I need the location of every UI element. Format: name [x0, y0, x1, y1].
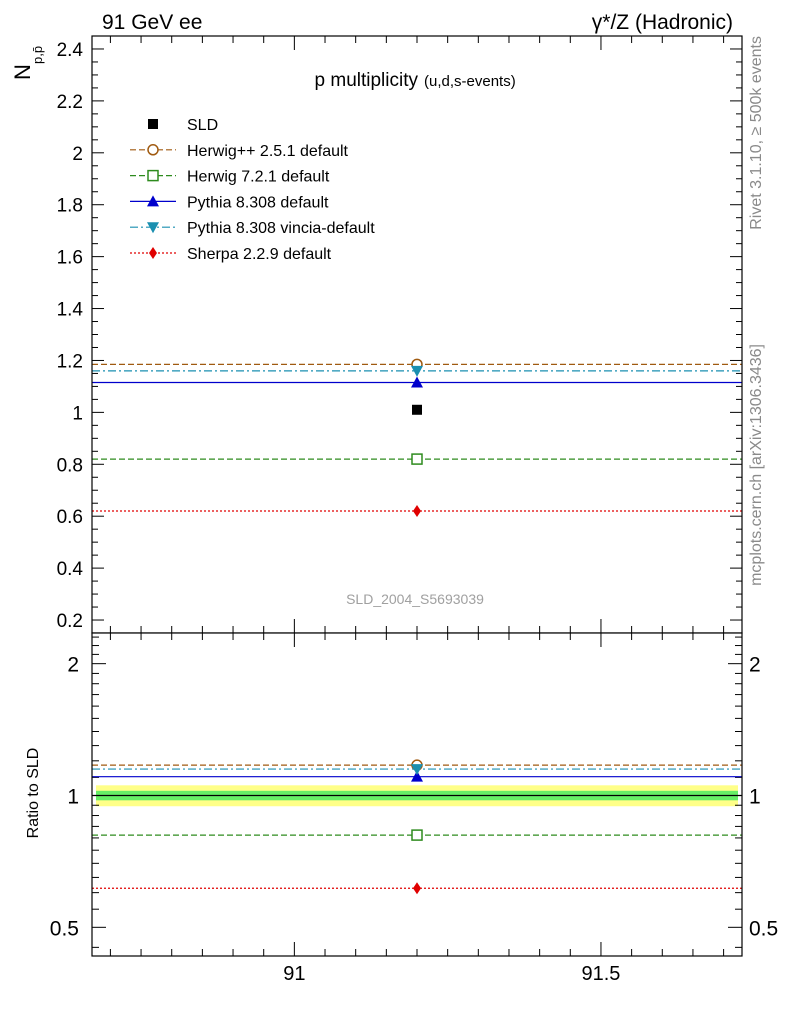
x-tick-label: 91 — [283, 963, 305, 985]
ratio-axis-title: Ratio to SLD — [25, 748, 42, 839]
legend-label: Herwig 7.2.1 default — [187, 169, 330, 186]
ratio-y-tick-label-right: 1 — [749, 785, 761, 808]
legend-label: SLD — [187, 117, 218, 134]
legend-marker — [149, 247, 157, 259]
plot-title: p multiplicity — [315, 70, 419, 91]
ratio-plot-frame — [91, 632, 743, 957]
data-point — [411, 376, 423, 388]
data-point — [413, 505, 421, 518]
legend-marker — [147, 195, 159, 207]
y-axis-title: N p,p̄ — [10, 46, 45, 80]
ratio-data-point — [413, 882, 421, 895]
y-tick-label: 2 — [72, 144, 83, 165]
legend-marker — [147, 222, 159, 234]
y-tick-label: 1.2 — [57, 351, 83, 372]
y-axis-title-main: N — [10, 64, 35, 80]
rivet-label: Rivet 3.1.10, ≥ 500k events — [748, 36, 765, 230]
ratio-band — [92, 633, 742, 956]
ratio-y-tick-label: 1 — [67, 785, 79, 808]
plot-title-sub: (u,d,s-events) — [424, 73, 516, 90]
ratio-y-tick-label: 0.5 — [50, 917, 79, 940]
legend-label: Pythia 8.308 default — [187, 194, 329, 211]
y-tick-label: 1 — [72, 403, 83, 424]
ratio-plot: Ratio to SLD 0.5 0.5 1 1 2 2 91 91.5 — [25, 632, 778, 985]
main-plot: p multiplicity (u,d,s-events) SLD_2004_S… — [10, 35, 743, 634]
side-labels: Rivet 3.1.10, ≥ 500k events mcplots.cern… — [748, 36, 765, 586]
legend: SLD Herwig++ 2.5.1 default Herwig 7.2.1 de… — [130, 117, 375, 263]
ratio-data-point — [411, 829, 423, 841]
y-tick-label: 1.6 — [57, 248, 83, 269]
ratio-y-tick-label-right: 2 — [749, 654, 761, 677]
header-left-label: 91 GeV ee — [102, 11, 202, 34]
main-plot-background — [92, 36, 742, 633]
legend-label: Pythia 8.308 vincia-default — [187, 220, 375, 237]
legend-label: Herwig++ 2.5.1 default — [187, 143, 349, 160]
analysis-watermark: SLD_2004_S5693039 — [346, 591, 484, 607]
y-tick-label: 2.2 — [57, 92, 83, 113]
legend-marker — [147, 144, 159, 156]
y-tick-label: 0.4 — [57, 559, 84, 580]
y-tick-label: 1.4 — [57, 300, 84, 321]
y-tick-label: 0.2 — [57, 611, 83, 632]
y-tick-label: 0.8 — [57, 455, 83, 476]
y-tick-label: 2.4 — [57, 40, 84, 61]
mcplots-label: mcplots.cern.ch [arXiv:1306.3436] — [748, 344, 765, 586]
data-point — [411, 453, 423, 465]
ratio-y-tick-label: 2 — [67, 654, 79, 677]
legend-label: Sherpa 2.2.9 default — [187, 246, 332, 263]
legend-marker — [147, 169, 159, 182]
data-point — [411, 365, 423, 377]
ratio-data-point — [411, 770, 423, 782]
ratio-y-tick-label-right: 0.5 — [749, 917, 778, 940]
data-point — [412, 404, 422, 415]
y-tick-label: 0.6 — [57, 507, 83, 528]
header: 91 GeV ee γ*/Z (Hadronic) — [102, 11, 733, 34]
y-tick-label: 1.8 — [57, 196, 83, 217]
legend-marker — [148, 119, 158, 129]
ratio-data-point — [411, 764, 423, 776]
header-right-label: γ*/Z (Hadronic) — [592, 11, 733, 34]
main-plot-area — [92, 36, 742, 633]
y-axis-title-sub: p,p̄ — [30, 46, 45, 64]
x-tick-label: 91.5 — [581, 963, 620, 985]
